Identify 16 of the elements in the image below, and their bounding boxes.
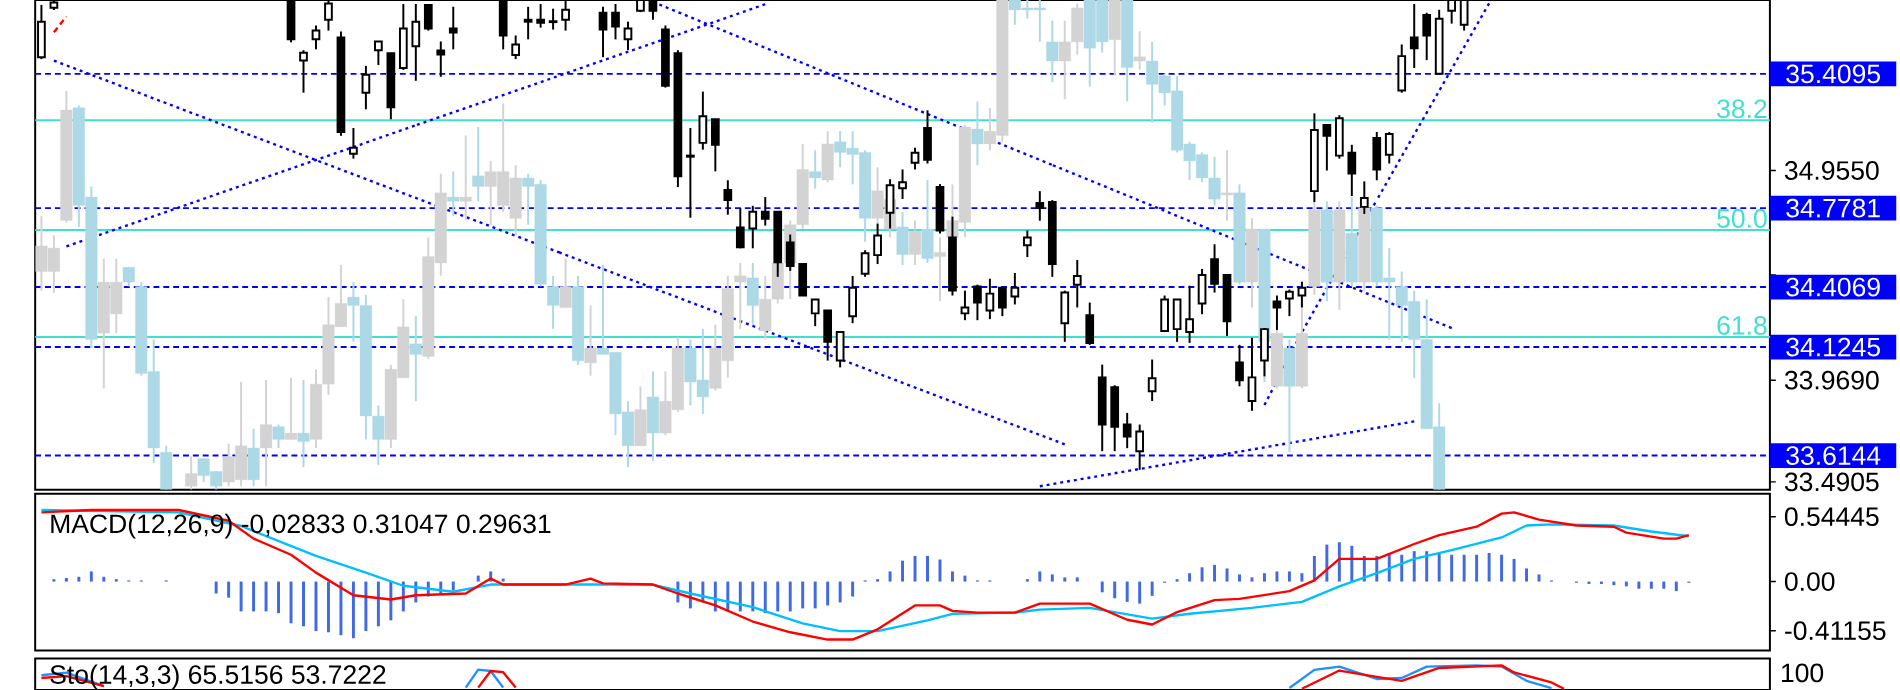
y-tick-label: 0.54445 — [1784, 507, 1879, 527]
ref-line-label: 35.4095 — [1786, 64, 1880, 84]
y-tick-label: 33.4905 — [1784, 472, 1879, 492]
y-tick-label: 33.9690 — [1784, 370, 1879, 390]
annotation: 38.2 — [1717, 99, 1767, 119]
ref-line-label: 33.6144 — [1786, 446, 1881, 465]
annotation: 61.8 — [1717, 316, 1767, 335]
y-tick-label: 34.9550 — [1784, 161, 1879, 180]
ref-line-label: 34.4069 — [1786, 277, 1880, 297]
ref-line-label: 34.1245 — [1786, 337, 1880, 357]
ref-line-label: 34.7781 — [1786, 198, 1880, 218]
annotation: 50.0 — [1717, 209, 1767, 228]
y-tick-label: 0.00 — [1784, 572, 1835, 591]
text: MACD(12,26,9) -0,02833 0.31047 0.29631 — [51, 513, 551, 539]
y-tick-label: -0.41155 — [1785, 621, 1886, 641]
text: 100 — [1781, 663, 1824, 683]
